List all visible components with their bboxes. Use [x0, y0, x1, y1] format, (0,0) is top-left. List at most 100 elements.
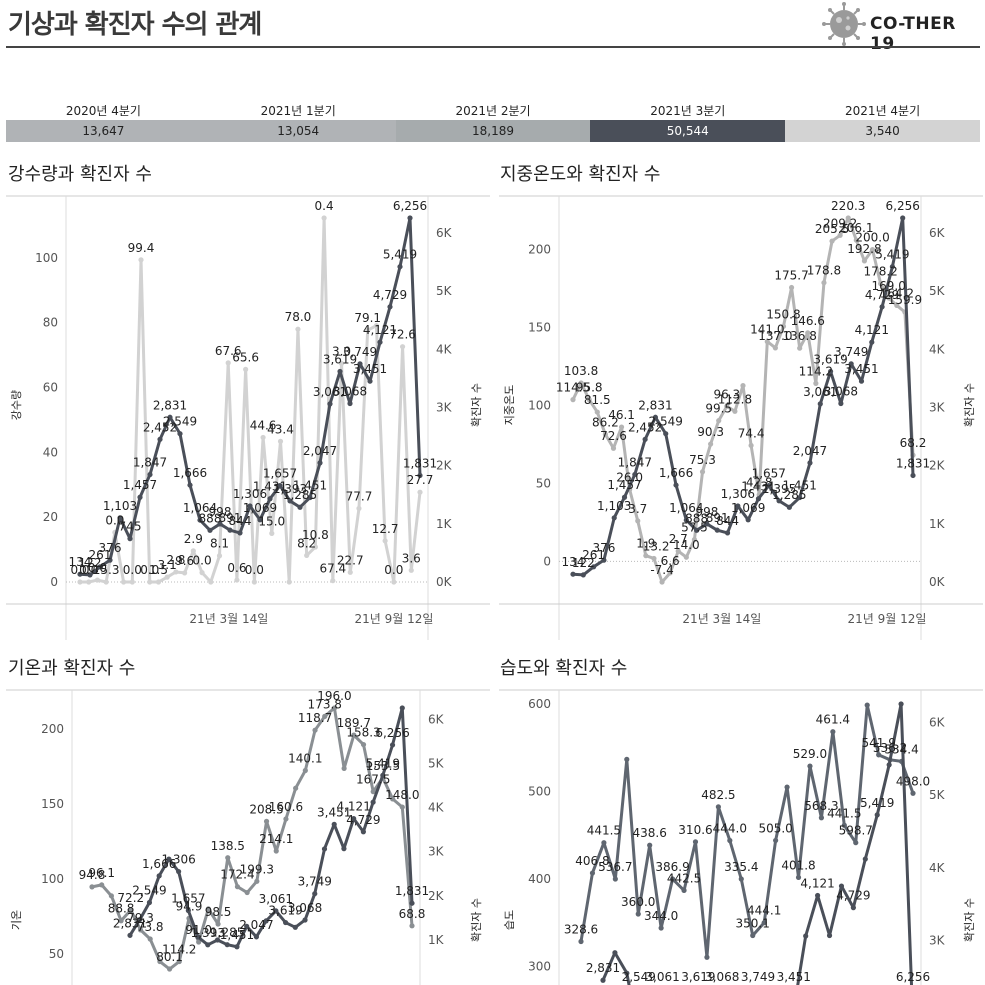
weather-series-point[interactable] [724, 403, 730, 409]
cases-series-point[interactable] [570, 571, 576, 577]
cases-series-point[interactable] [704, 521, 710, 527]
weather-series-point[interactable] [841, 822, 847, 828]
cases-series-point[interactable] [786, 504, 792, 510]
cases-series-point[interactable] [331, 821, 337, 827]
weather-series-point[interactable] [99, 882, 105, 888]
cases-series-point[interactable] [683, 517, 689, 523]
weather-series-point[interactable] [699, 469, 706, 475]
cases-series-point[interactable] [87, 572, 93, 578]
cases-series-point[interactable] [253, 934, 260, 940]
cases-series-point[interactable] [580, 572, 586, 578]
weather-series-point[interactable] [86, 579, 92, 585]
weather-series-point[interactable] [589, 870, 596, 876]
cases-series-point[interactable] [380, 772, 386, 778]
cases-series-point[interactable] [137, 494, 143, 500]
weather-series-point[interactable] [864, 702, 870, 708]
quarter-4[interactable]: 2021년 3분기 50,544 [590, 100, 786, 142]
weather-series-point[interactable] [103, 579, 109, 585]
cases-series-point[interactable] [745, 517, 751, 523]
cases-series-point[interactable] [263, 918, 269, 924]
cases-series-point[interactable] [663, 431, 669, 437]
weather-series-point[interactable] [322, 713, 328, 719]
weather-series-point[interactable] [417, 489, 423, 495]
weather-series-point[interactable] [732, 408, 738, 414]
quarter-1[interactable]: 2020년 4분기 13,647 [6, 100, 201, 142]
cases-series-point[interactable] [827, 368, 834, 375]
cases-series-point[interactable] [370, 799, 376, 805]
cases-series-point[interactable] [97, 564, 103, 570]
weather-series-point[interactable] [155, 579, 162, 585]
cases-series-point[interactable] [321, 846, 328, 852]
cases-series-point[interactable] [417, 472, 423, 479]
weather-series-point[interactable] [347, 569, 353, 575]
weather-series-point[interactable] [586, 397, 592, 403]
cases-series-point[interactable] [600, 977, 606, 983]
cases-series-point[interactable] [127, 932, 133, 938]
weather-series-point[interactable] [845, 215, 851, 221]
cases-series-point[interactable] [673, 482, 679, 488]
weather-series-point[interactable] [602, 431, 608, 437]
cases-series-point[interactable] [409, 900, 415, 906]
weather-series-point[interactable] [750, 932, 756, 939]
weather-series-point[interactable] [94, 577, 101, 583]
weather-series-point[interactable] [716, 418, 722, 424]
cases-series-point[interactable] [397, 264, 403, 270]
weather-series-point[interactable] [578, 380, 584, 386]
cases-series-point[interactable] [898, 701, 904, 707]
weather-series-point[interactable] [120, 579, 127, 585]
cases-series-point[interactable] [227, 527, 233, 533]
weather-series-point[interactable] [108, 893, 114, 899]
cases-series-point[interactable] [367, 378, 373, 384]
weather-series-point[interactable] [683, 554, 689, 560]
weather-series-point[interactable] [312, 544, 318, 550]
weather-series-point[interactable] [293, 785, 299, 791]
weather-series-point[interactable] [138, 257, 144, 263]
weather-series-point[interactable] [727, 837, 733, 844]
weather-series-point[interactable] [853, 840, 859, 846]
weather-series-point[interactable] [829, 238, 835, 244]
weather-series-point[interactable] [365, 327, 371, 333]
weather-series-point[interactable] [886, 295, 892, 301]
weather-series-point[interactable] [118, 918, 124, 924]
weather-series-point[interactable] [675, 548, 681, 554]
cases-series-point[interactable] [755, 496, 762, 502]
weather-series-point[interactable] [225, 360, 231, 366]
weather-series-point[interactable] [601, 840, 607, 846]
weather-series-point[interactable] [691, 536, 698, 543]
cases-series-point[interactable] [803, 933, 809, 939]
cases-series-point[interactable] [273, 908, 279, 914]
cases-series-point[interactable] [735, 503, 741, 509]
weather-series-point[interactable] [861, 258, 868, 264]
cases-series-point[interactable] [869, 339, 875, 345]
weather-series-point[interactable] [692, 839, 699, 845]
weather-series-point[interactable] [341, 765, 347, 772]
weather-series-point[interactable] [196, 939, 202, 945]
cases-series-point[interactable] [601, 557, 607, 563]
weather-series-point[interactable] [797, 345, 803, 351]
weather-series-point[interactable] [312, 727, 318, 733]
cases-series-point[interactable] [714, 527, 720, 533]
cases-series-point[interactable] [167, 414, 173, 420]
weather-series-point[interactable] [243, 366, 249, 372]
weather-series-point[interactable] [234, 577, 240, 583]
cases-series-point[interactable] [157, 436, 163, 442]
cases-series-point[interactable] [724, 530, 731, 536]
weather-series-point[interactable] [370, 789, 376, 795]
cases-series-point[interactable] [337, 368, 343, 375]
weather-series-point[interactable] [635, 518, 641, 524]
cases-series-point[interactable] [127, 536, 133, 542]
weather-series-point[interactable] [199, 570, 205, 576]
quarter-3[interactable]: 2021년 2분기 18,189 [395, 100, 591, 142]
weather-series-point[interactable] [643, 553, 649, 559]
weather-series-point[interactable] [295, 326, 301, 332]
weather-series-point[interactable] [667, 570, 673, 576]
weather-series-point[interactable] [356, 505, 362, 512]
cases-series-point[interactable] [217, 521, 223, 527]
cases-series-point[interactable] [858, 378, 865, 384]
cases-series-point[interactable] [848, 361, 854, 367]
cases-series-point[interactable] [156, 873, 162, 879]
cases-series-point[interactable] [797, 494, 803, 501]
cases-series-point[interactable] [234, 944, 240, 950]
weather-series-point[interactable] [669, 876, 676, 882]
weather-series-point[interactable] [813, 380, 819, 386]
